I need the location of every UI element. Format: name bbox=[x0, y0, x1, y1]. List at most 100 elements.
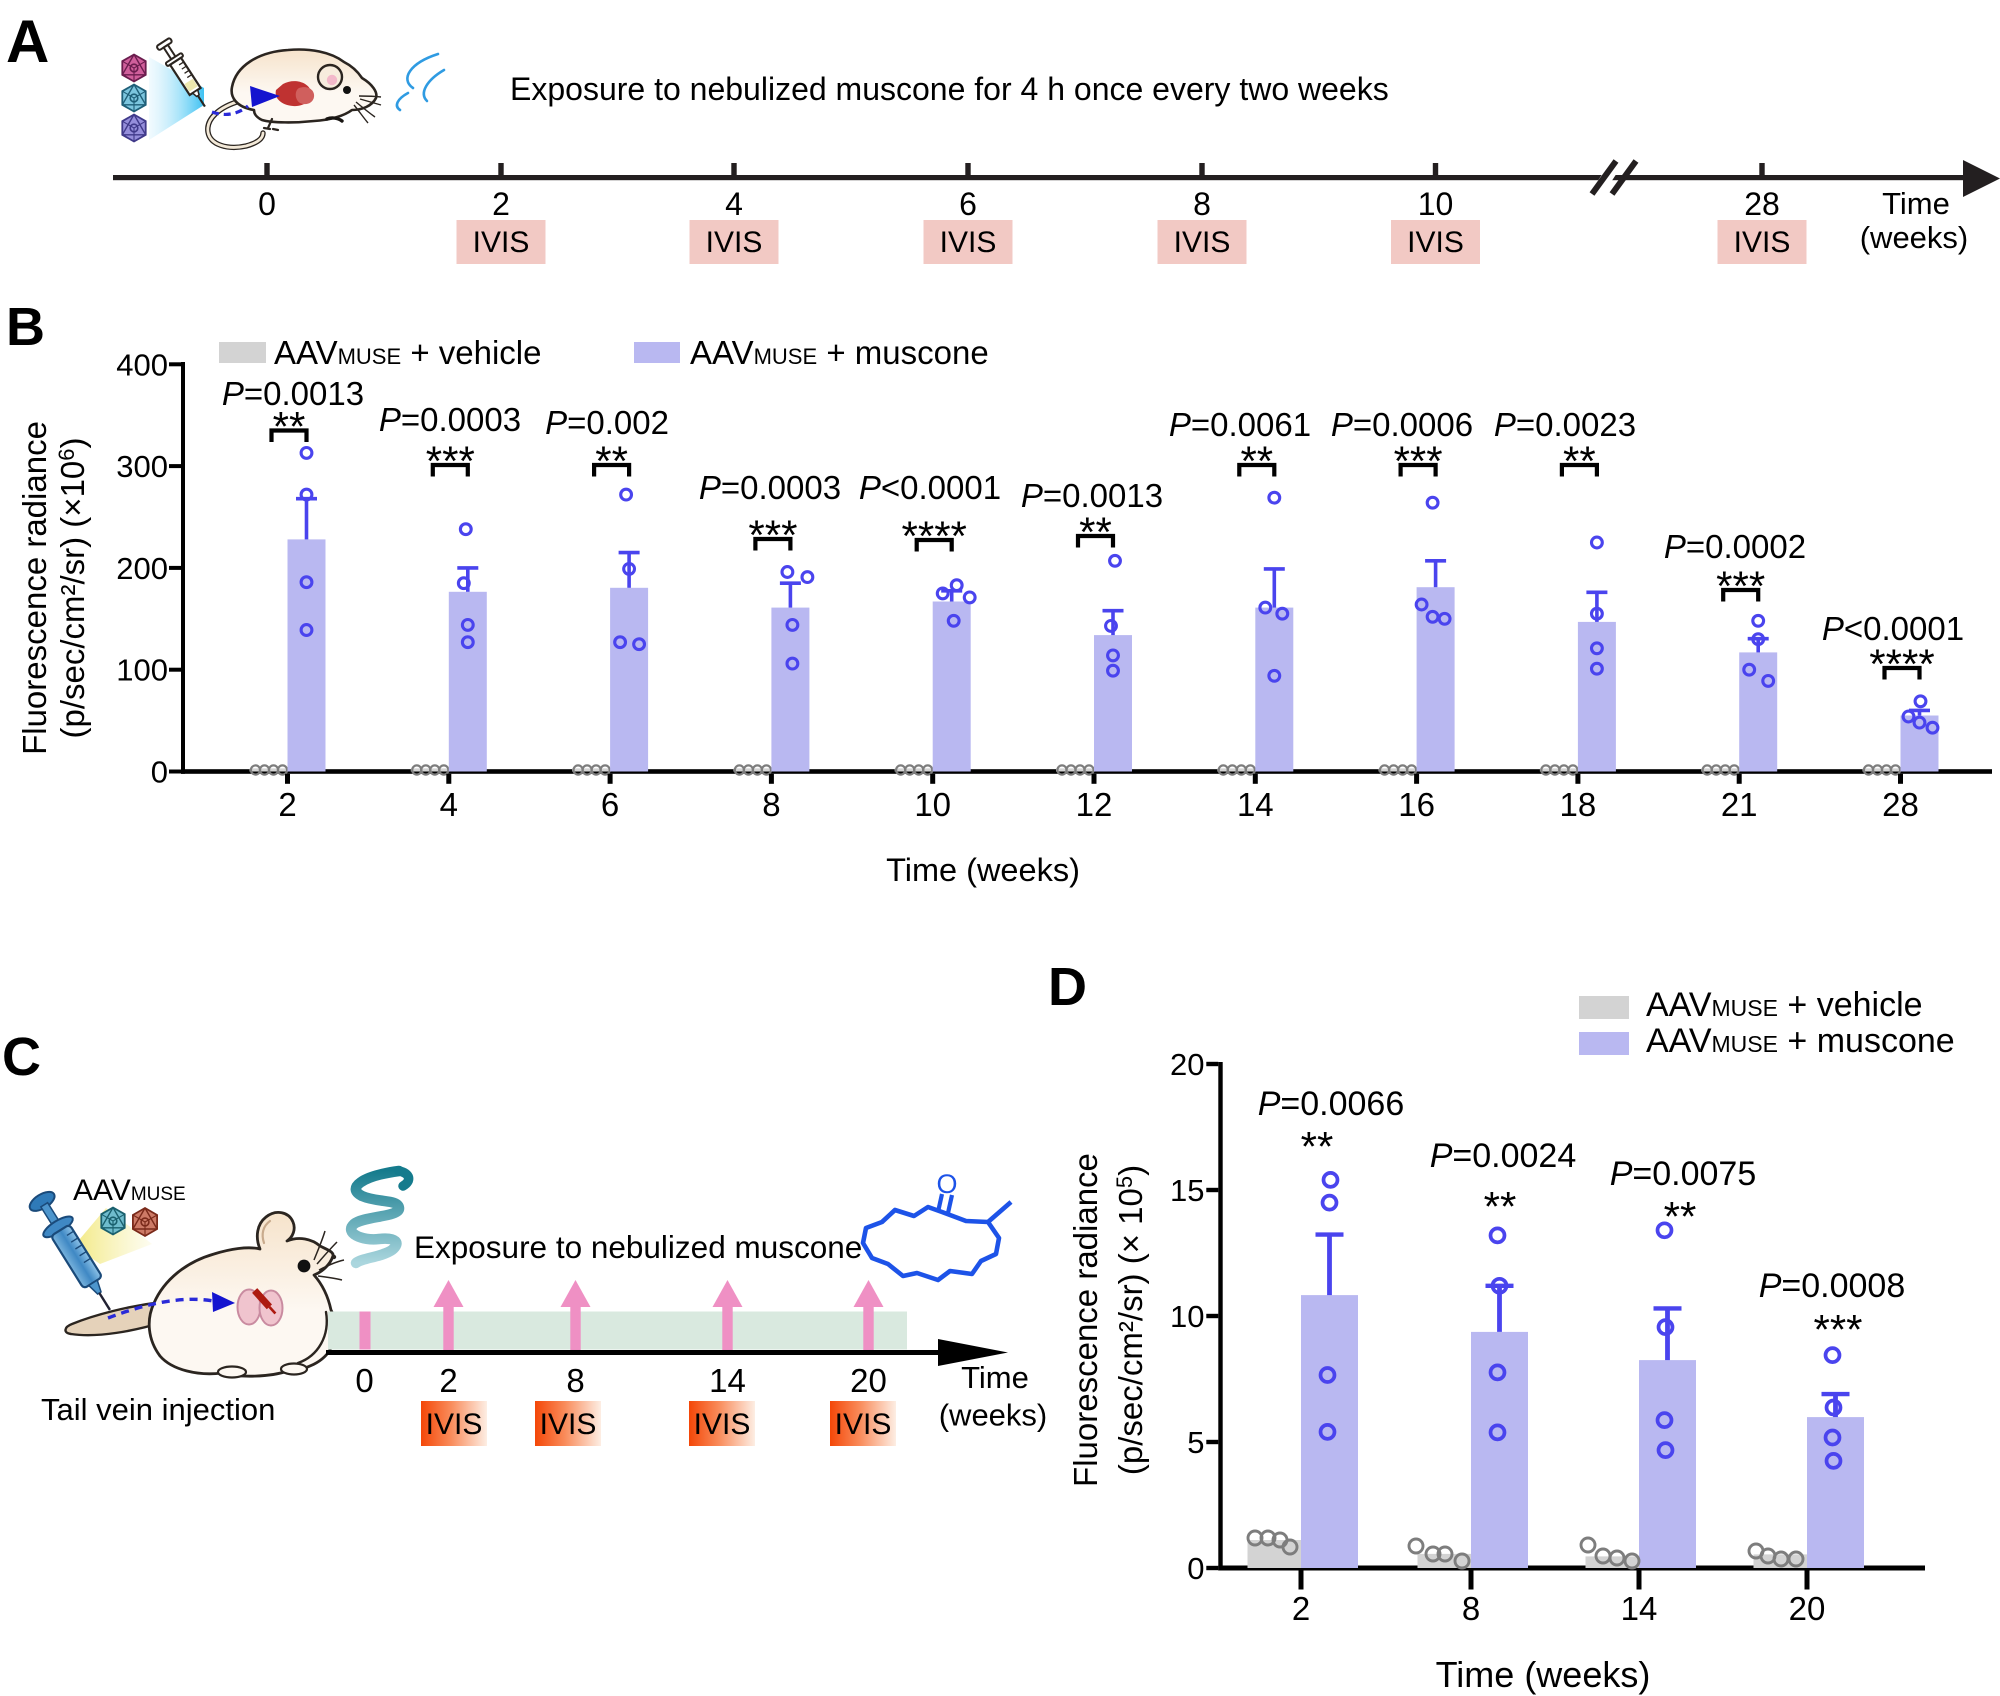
svg-text:4: 4 bbox=[725, 186, 743, 222]
svg-text:****: **** bbox=[902, 513, 967, 560]
svg-text:**: ** bbox=[1079, 509, 1112, 556]
svg-text:(p/sec/cm²/sr) (× 105): (p/sec/cm²/sr) (× 105) bbox=[1112, 1165, 1149, 1475]
svg-text:**: ** bbox=[1301, 1123, 1334, 1170]
svg-text:8: 8 bbox=[762, 786, 780, 823]
svg-text:6: 6 bbox=[959, 186, 977, 222]
svg-text:P=0.0006: P=0.0006 bbox=[1331, 406, 1473, 443]
svg-text:P<0.0001: P<0.0001 bbox=[1822, 610, 1964, 647]
svg-text:P=0.0003: P=0.0003 bbox=[379, 401, 521, 438]
svg-text:21: 21 bbox=[1721, 786, 1758, 823]
svg-text:16: 16 bbox=[1398, 786, 1435, 823]
svg-text:4: 4 bbox=[440, 786, 458, 823]
svg-text:18: 18 bbox=[1560, 786, 1597, 823]
svg-text:Time: Time bbox=[1882, 186, 1950, 221]
svg-text:AAVMUSE + muscone: AAVMUSE + muscone bbox=[690, 334, 989, 371]
svg-text:***: *** bbox=[1394, 438, 1443, 485]
svg-text:P=0.0003: P=0.0003 bbox=[699, 469, 841, 506]
svg-text:P=0.0013: P=0.0013 bbox=[222, 375, 364, 412]
svg-text:15: 15 bbox=[1170, 1173, 1204, 1208]
svg-text:10: 10 bbox=[1418, 186, 1454, 222]
svg-text:14: 14 bbox=[709, 1362, 746, 1399]
svg-text:**: ** bbox=[1240, 438, 1273, 485]
svg-text:28: 28 bbox=[1882, 786, 1919, 823]
svg-text:8: 8 bbox=[1462, 1590, 1480, 1627]
svg-text:***: *** bbox=[1813, 1306, 1862, 1353]
svg-text:2: 2 bbox=[492, 186, 510, 222]
svg-text:0: 0 bbox=[151, 755, 168, 790]
svg-text:IVIS: IVIS bbox=[473, 226, 530, 259]
svg-text:IVIS: IVIS bbox=[835, 1408, 892, 1441]
svg-text:P=0.0075: P=0.0075 bbox=[1610, 1155, 1757, 1193]
svg-text:14: 14 bbox=[1621, 1590, 1658, 1627]
svg-text:14: 14 bbox=[1237, 786, 1274, 823]
svg-text:(weeks): (weeks) bbox=[939, 1398, 1048, 1433]
svg-text:AAVMUSE + muscone: AAVMUSE + muscone bbox=[1646, 1022, 1955, 1060]
svg-text:200: 200 bbox=[116, 551, 168, 586]
svg-text:P<0.0001: P<0.0001 bbox=[859, 469, 1001, 506]
svg-text:8: 8 bbox=[566, 1362, 584, 1399]
svg-text:A: A bbox=[6, 8, 49, 75]
svg-text:(weeks): (weeks) bbox=[1860, 220, 1969, 255]
svg-text:**: ** bbox=[595, 438, 628, 485]
svg-text:****: **** bbox=[1869, 641, 1934, 688]
svg-text:10: 10 bbox=[1170, 1299, 1204, 1334]
svg-text:**: ** bbox=[1484, 1183, 1517, 1230]
svg-text:IVIS: IVIS bbox=[1407, 226, 1464, 259]
svg-text:IVIS: IVIS bbox=[1174, 226, 1231, 259]
svg-text:IVIS: IVIS bbox=[1734, 226, 1791, 259]
svg-text:C: C bbox=[2, 1027, 41, 1087]
svg-text:Time (weeks): Time (weeks) bbox=[886, 852, 1080, 888]
svg-text:***: *** bbox=[426, 438, 475, 485]
svg-text:2: 2 bbox=[278, 786, 296, 823]
svg-text:20: 20 bbox=[1789, 1590, 1826, 1627]
svg-text:100: 100 bbox=[116, 653, 168, 688]
svg-text:Time: Time bbox=[961, 1360, 1029, 1395]
svg-text:P=0.0002: P=0.0002 bbox=[1664, 528, 1806, 565]
svg-text:2: 2 bbox=[1292, 1590, 1310, 1627]
svg-text:Tail vein injection: Tail vein injection bbox=[41, 1392, 275, 1427]
svg-text:0: 0 bbox=[1187, 1551, 1204, 1586]
svg-text:***: *** bbox=[1716, 563, 1765, 610]
svg-text:20: 20 bbox=[850, 1362, 887, 1399]
svg-text:**: ** bbox=[1664, 1193, 1697, 1240]
svg-text:P=0.0023: P=0.0023 bbox=[1494, 406, 1636, 443]
svg-text:IVIS: IVIS bbox=[694, 1408, 751, 1441]
svg-text:8: 8 bbox=[1193, 186, 1211, 222]
svg-text:IVIS: IVIS bbox=[426, 1408, 483, 1441]
svg-text:Fluorescence radiance: Fluorescence radiance bbox=[16, 421, 53, 755]
svg-text:400: 400 bbox=[116, 347, 168, 382]
svg-text:P=0.0066: P=0.0066 bbox=[1258, 1085, 1405, 1123]
svg-text:12: 12 bbox=[1076, 786, 1113, 823]
svg-text:AAVMUSE + vehicle: AAVMUSE + vehicle bbox=[274, 334, 542, 371]
svg-text:**: ** bbox=[273, 403, 306, 450]
svg-text:AAVMUSE: AAVMUSE bbox=[73, 1174, 186, 1207]
svg-text:P=0.0024: P=0.0024 bbox=[1430, 1137, 1577, 1175]
svg-text:P=0.0008: P=0.0008 bbox=[1759, 1267, 1906, 1305]
svg-text:28: 28 bbox=[1744, 186, 1780, 222]
svg-text:**: ** bbox=[1563, 438, 1596, 485]
svg-text:P=0.0061: P=0.0061 bbox=[1169, 406, 1311, 443]
svg-text:10: 10 bbox=[914, 786, 951, 823]
svg-text:300: 300 bbox=[116, 449, 168, 484]
svg-text:IVIS: IVIS bbox=[540, 1408, 597, 1441]
svg-text:20: 20 bbox=[1170, 1047, 1204, 1082]
svg-text:0: 0 bbox=[355, 1362, 373, 1399]
svg-text:Fluorescence radiance: Fluorescence radiance bbox=[1067, 1153, 1104, 1487]
svg-text:AAVMUSE + vehicle: AAVMUSE + vehicle bbox=[1646, 986, 1923, 1024]
svg-text:Exposure to nebulized muscone: Exposure to nebulized muscone for 4 h on… bbox=[510, 71, 1389, 107]
svg-text:D: D bbox=[1048, 957, 1087, 1017]
svg-text:B: B bbox=[6, 297, 45, 357]
svg-text:IVIS: IVIS bbox=[706, 226, 763, 259]
svg-text:6: 6 bbox=[601, 786, 619, 823]
svg-text:0: 0 bbox=[258, 186, 276, 222]
svg-text:Time (weeks): Time (weeks) bbox=[1436, 1654, 1651, 1695]
svg-text:IVIS: IVIS bbox=[940, 226, 997, 259]
svg-text:2: 2 bbox=[439, 1362, 457, 1399]
svg-text:O: O bbox=[936, 1169, 957, 1199]
svg-text:P=0.002: P=0.002 bbox=[545, 404, 669, 441]
svg-text:(p/sec/cm²/sr) (×106): (p/sec/cm²/sr) (×106) bbox=[54, 437, 91, 738]
svg-text:P=0.0013: P=0.0013 bbox=[1021, 477, 1163, 514]
svg-text:Exposure to nebulized muscone: Exposure to nebulized muscone bbox=[414, 1229, 862, 1265]
svg-text:***: *** bbox=[748, 512, 797, 559]
svg-text:5: 5 bbox=[1187, 1425, 1204, 1460]
